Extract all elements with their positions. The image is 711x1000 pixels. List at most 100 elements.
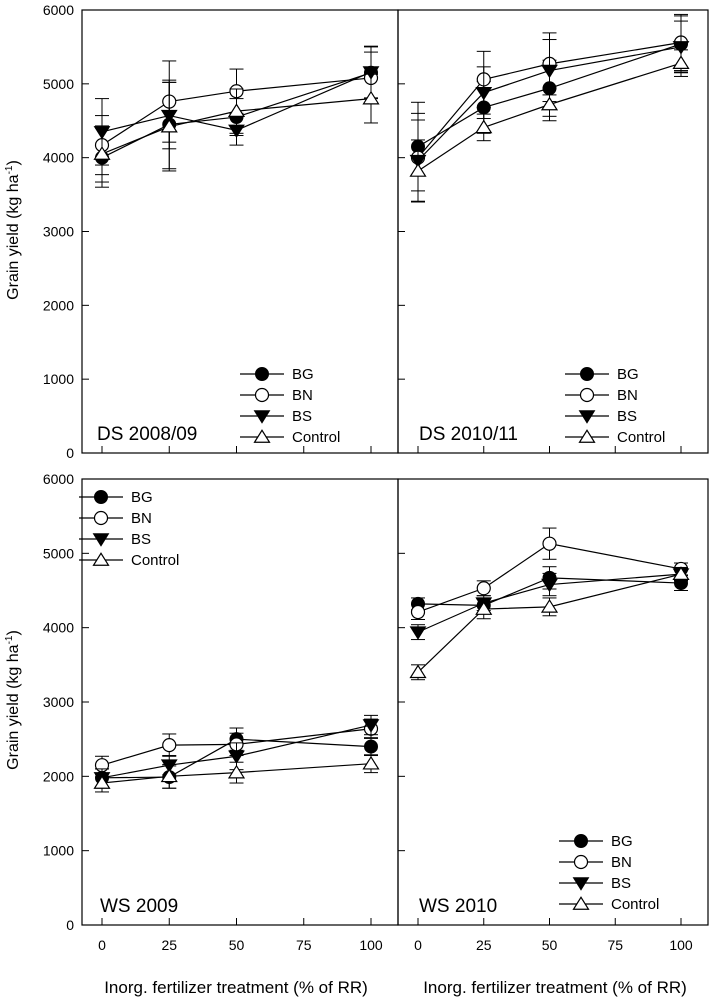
plot-frame [81,9,399,454]
legend: BG BN BS Control [79,489,179,569]
series-line [101,98,372,155]
x-tick-label: 100 [669,937,693,953]
panel-title: WS 2010 [419,896,497,917]
data-point [160,768,178,783]
x-tick-label: 50 [229,937,245,953]
legend-label: Control [131,552,179,569]
data-point [542,536,557,551]
series-line [417,46,682,162]
data-point [160,118,178,133]
data-point [409,626,427,640]
x-tick-label: 25 [476,937,492,953]
legend-marker [578,429,596,443]
data-point [362,90,380,105]
data-point [410,604,426,620]
data-point [227,103,246,118]
plot-frame [397,9,709,454]
data-point [93,775,111,789]
y-tick-label: 2000 [43,768,74,784]
data-point [475,86,493,101]
panel-title: DS 2008/09 [97,424,197,445]
legend-marker [578,410,596,424]
legend-label: BS [617,408,637,425]
y-tick-label: 6000 [43,471,74,487]
y-tick-label: 0 [66,445,74,461]
legend-marker [255,367,269,381]
data-point [364,739,378,754]
x-tick-label: 0 [98,937,106,953]
x-tick-label: 0 [414,937,422,953]
y-axis-label-bottom: Grain yield (kg ha-1) [4,630,22,770]
data-point [409,664,427,679]
y-tick-label: 5000 [43,545,74,561]
legend-label: BN [131,510,152,527]
chart-panel-4: 0 25 50 75 100 WS 2010 BG BN BS Control [397,478,709,953]
y-axis-label-top: Grain yield (kg ha-1) [4,160,22,300]
x-axis-label-right: Inorg. fertilizer treatment (% of RR) [423,978,687,997]
y-tick-label: 3000 [43,694,74,710]
data-point [541,578,558,593]
series-line [417,41,682,159]
legend-marker [92,533,110,547]
legend-marker [93,510,109,526]
data-point [476,581,491,596]
legend-label: BS [292,408,312,425]
series-control [93,754,380,793]
x-tick-label: 75 [296,937,312,953]
x-axis-label-left: Inorg. fertilizer treatment (% of RR) [104,978,368,997]
data-point [362,719,380,733]
panel-title: DS 2010/11 [419,424,518,445]
legend: BG BN BS Control [240,366,340,446]
y-tick-label: 2000 [43,297,74,313]
series-line [101,72,372,159]
legend-marker [574,834,588,848]
legend-label: BS [131,531,151,548]
legend-marker [580,367,594,381]
x-tick-label: 100 [359,937,383,953]
plot-frame [81,478,399,926]
legend-label: BN [611,854,632,871]
y-tick-label: 4000 [43,150,74,166]
legend-label: BG [131,489,153,506]
series-line [101,763,372,784]
y-tick-label: 1000 [43,843,74,859]
legend-label: BG [617,366,639,383]
series-control [93,73,380,183]
data-point [672,41,690,55]
legend-marker [573,854,589,870]
legend: BG BN BS Control [559,833,659,913]
series-line [101,71,372,133]
series-line [101,738,372,779]
chart-panel-3: 0 1000 2000 3000 4000 5000 6000 0 25 50 75 100 WS 20… [43,471,399,953]
data-point [475,119,493,134]
series-line [417,543,682,613]
legend-label: BN [292,387,313,404]
series-bn [410,527,689,620]
data-point [672,566,690,580]
legend-label: BG [292,366,314,383]
legend-marker [254,387,270,403]
x-tick-label: 75 [607,937,623,953]
y-tick-label: 6000 [43,2,74,18]
data-point [93,146,111,160]
data-point [409,163,427,177]
series-control [409,49,690,203]
legend-marker [572,896,590,910]
data-point [227,764,246,779]
series-control [409,566,690,681]
series-line [417,573,682,633]
data-point [475,601,493,615]
legend-label: BS [611,875,631,892]
x-tick-label: 50 [542,937,558,953]
legend-marker [92,552,110,566]
y-tick-label: 5000 [43,76,74,92]
y-tick-label: 4000 [43,620,74,636]
legend-label: Control [292,429,340,446]
legend-marker [253,410,271,424]
chart-panel-2: DS 2010/11 BG BN BS Control [397,9,709,454]
series-line [101,724,372,779]
series-line [417,62,682,172]
legend-marker [579,387,595,403]
